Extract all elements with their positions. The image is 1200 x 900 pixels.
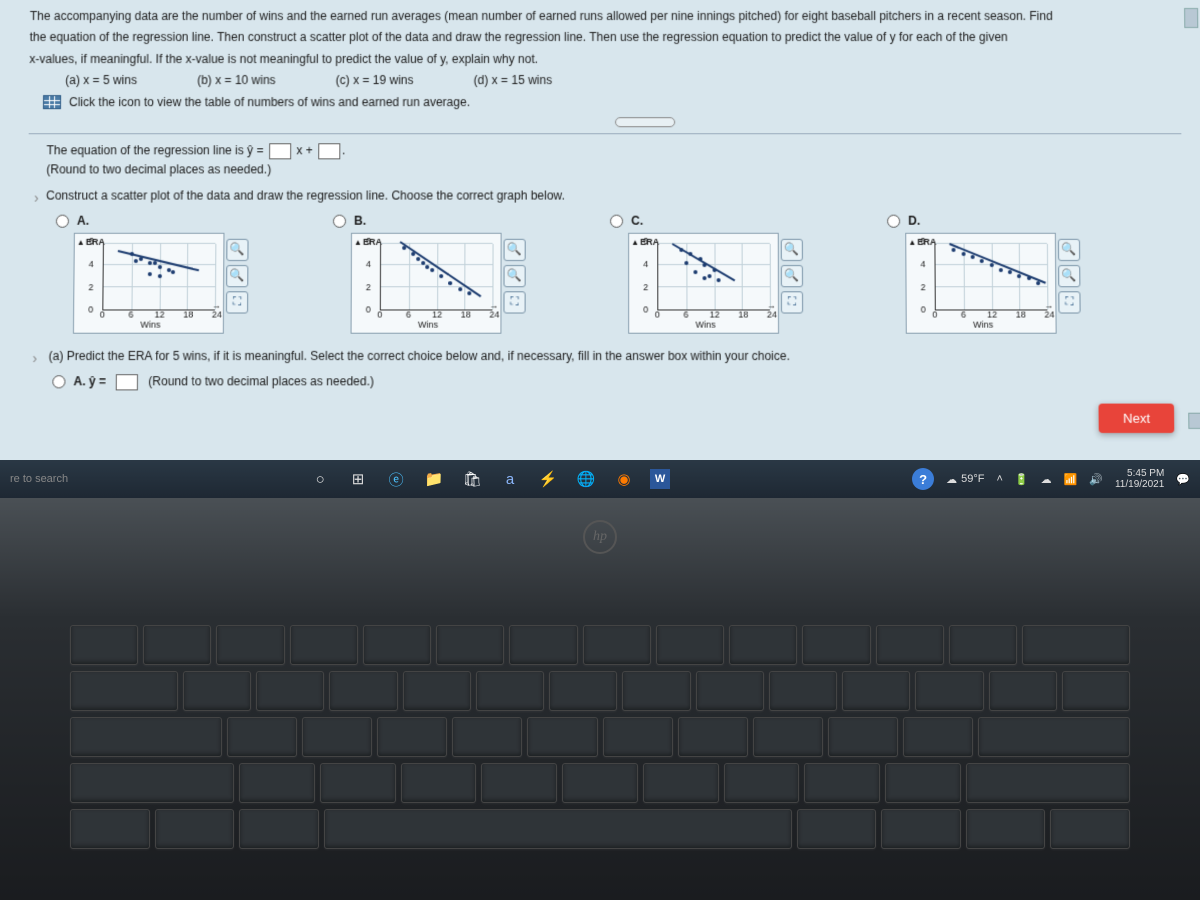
help-icon[interactable]: ? — [912, 468, 934, 490]
sub-parts-row: (a) x = 5 wins (b) x = 10 wins (c) x = 1… — [29, 72, 1181, 89]
option-b-label: B. — [354, 213, 366, 231]
taskbar-right: ? ☁ 59°F ˄ 🔋 ☁ 📶 🔊 5:45 PM 11/19/2021 💬 — [912, 468, 1190, 490]
expand-a[interactable]: ⛶ — [226, 291, 248, 313]
tray-chevron-icon[interactable]: ˄ — [996, 473, 1002, 485]
problem-line-2: the equation of the regression line. The… — [30, 29, 1181, 46]
part-d-label: (d) x = 15 wins — [474, 72, 553, 89]
chrome-icon[interactable]: 🌐 — [574, 467, 598, 491]
problem-line-1: The accompanying data are the number of … — [30, 8, 1181, 25]
windows-taskbar: re to search ○ ⊞ ⓔ 📁 🛍 a ⚡ 🌐 ◉ W ? ☁ 59°… — [0, 460, 1200, 498]
eq-prefix: The equation of the regression line is ŷ… — [46, 143, 263, 157]
clock-date: 11/19/2021 — [1115, 479, 1164, 490]
hp-logo: hp — [583, 520, 617, 554]
zoom-in2-c[interactable]: 🔍 — [781, 265, 803, 287]
chart-c: ERA → Wins 024606121824 — [628, 232, 779, 333]
option-c: C. ERA → Wins 024606121824 🔍 🔍 ⛶ — [610, 213, 880, 333]
scrollbar-bottom[interactable] — [1188, 413, 1200, 429]
answer-a-prefix: A. ŷ = — [73, 373, 106, 391]
app-icon[interactable]: a — [498, 467, 522, 491]
scrollbar-top[interactable] — [1184, 8, 1198, 28]
round-note: (Round to two decimal places as needed.) — [46, 162, 1182, 179]
chart-a: ERA → Wins 024606121824 — [73, 232, 225, 333]
keyboard — [70, 625, 1130, 855]
option-b: B. ERA → Wins 024606121824 🔍 🔍 ⛶ — [332, 213, 602, 333]
radio-answer-a[interactable] — [52, 375, 65, 388]
expand-b[interactable]: ⛶ — [503, 291, 525, 313]
radio-d[interactable] — [887, 215, 900, 228]
cortana-icon[interactable]: ○ — [308, 467, 332, 491]
taskbar-app-icons: ○ ⊞ ⓔ 📁 🛍 a ⚡ 🌐 ◉ W — [308, 467, 670, 491]
app-window: The accompanying data are the number of … — [0, 0, 1200, 463]
answer-a-input[interactable] — [116, 374, 138, 390]
app3-icon[interactable]: ◉ — [612, 467, 636, 491]
weather-icon: ☁ — [946, 473, 957, 486]
zoom-in-b[interactable]: 🔍 — [504, 238, 526, 260]
expand-c[interactable]: ⛶ — [781, 291, 803, 313]
zoom-in2-d[interactable]: 🔍 — [1058, 265, 1080, 287]
zoom-in-c[interactable]: 🔍 — [781, 238, 803, 260]
radio-a[interactable] — [56, 215, 69, 228]
intercept-input[interactable] — [318, 143, 340, 159]
separator — [29, 133, 1182, 134]
option-c-label: C. — [631, 213, 643, 231]
expand-d[interactable]: ⛶ — [1058, 291, 1080, 313]
eq-mid: x + — [296, 143, 312, 157]
zoom-in2-b[interactable]: 🔍 — [504, 265, 526, 287]
tray-battery-icon[interactable]: 🔋 — [1015, 473, 1029, 486]
next-button[interactable]: Next — [1099, 404, 1175, 433]
explorer-icon[interactable]: 📁 — [422, 467, 446, 491]
tray-cloud-icon[interactable]: ☁ — [1041, 473, 1052, 486]
tray-wifi-icon[interactable]: 📶 — [1064, 473, 1078, 486]
zoom-in-a[interactable]: 🔍 — [226, 238, 248, 260]
chart-d: ERA → Wins 024606121824 — [905, 232, 1056, 333]
app2-icon[interactable]: ⚡ — [536, 467, 560, 491]
chart-b: ERA → Wins 024606121824 — [351, 232, 502, 333]
question-content: The accompanying data are the number of … — [0, 0, 1200, 405]
option-a-label: A. — [77, 213, 89, 231]
expander-icon-2[interactable]: › — [32, 347, 37, 368]
weather-widget[interactable]: ☁ 59°F — [946, 473, 984, 486]
part-c-label: (c) x = 19 wins — [336, 72, 414, 89]
notifications-icon[interactable]: 💬 — [1176, 473, 1190, 486]
edge-icon[interactable]: ⓔ — [384, 467, 408, 491]
weather-temp: 59°F — [961, 473, 984, 485]
radio-b[interactable] — [333, 215, 346, 228]
scatter-prompt: Construct a scatter plot of the data and… — [46, 187, 1182, 204]
answer-a-note: (Round to two decimal places as needed.) — [148, 373, 374, 391]
task-view-icon[interactable]: ⊞ — [346, 467, 370, 491]
word-icon[interactable]: W — [650, 469, 670, 489]
radio-c[interactable] — [610, 215, 623, 228]
option-d-label: D. — [908, 213, 920, 231]
part-b-label: (b) x = 10 wins — [197, 72, 276, 89]
table-icon — [43, 95, 61, 109]
zoom-in-d[interactable]: 🔍 — [1058, 238, 1080, 260]
equation-line: The equation of the regression line is ŷ… — [46, 142, 1181, 159]
part-a-label: (a) x = 5 wins — [65, 72, 137, 89]
answer-option-a: A. ŷ = (Round to two decimal places as n… — [52, 373, 1184, 391]
clock-time: 5:45 PM — [1115, 468, 1164, 479]
zoom-in2-a[interactable]: 🔍 — [226, 265, 248, 287]
data-table-link[interactable]: Click the icon to view the table of numb… — [43, 94, 1181, 111]
problem-line-3: x-values, if meaningful. If the x-value … — [29, 51, 1180, 68]
section-collapse-handle[interactable] — [615, 117, 675, 127]
option-d: D. ERA → Wins 024606121824 🔍 🔍 ⛶ — [887, 213, 1157, 333]
tray-volume-icon[interactable]: 🔊 — [1089, 473, 1103, 486]
taskbar-search[interactable]: re to search — [10, 473, 68, 485]
expander-icon[interactable]: › — [34, 187, 39, 207]
part-a-text: (a) Predict the ERA for 5 wins, if it is… — [49, 347, 1184, 365]
slope-input[interactable] — [269, 143, 291, 159]
chart-options-row: A. ERA → Wins 024606121824 🔍 🔍 ⛶ — [55, 213, 1184, 333]
data-table-link-text: Click the icon to view the table of numb… — [69, 94, 470, 111]
taskbar-clock[interactable]: 5:45 PM 11/19/2021 — [1115, 468, 1164, 490]
store-icon[interactable]: 🛍 — [460, 467, 484, 491]
option-a: A. ERA → Wins 024606121824 🔍 🔍 ⛶ — [55, 213, 325, 333]
